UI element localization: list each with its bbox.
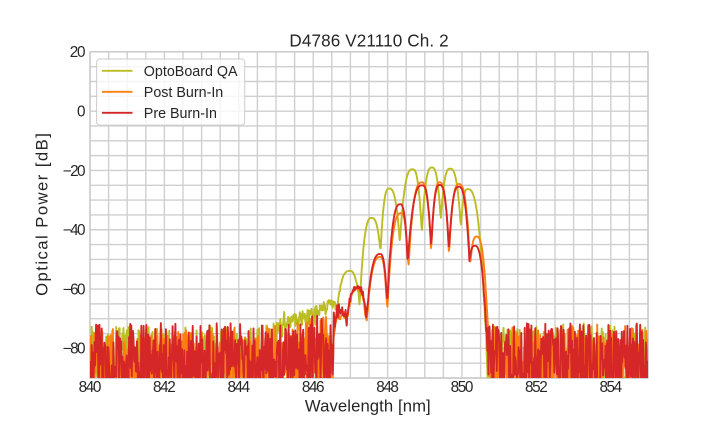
svg-text:854: 854	[599, 379, 622, 396]
svg-text:−40: −40	[63, 222, 86, 239]
svg-text:−20: −20	[63, 163, 86, 180]
svg-text:852: 852	[525, 379, 548, 396]
svg-text:846: 846	[302, 379, 325, 396]
svg-text:844: 844	[227, 379, 250, 396]
svg-text:20: 20	[70, 44, 86, 61]
svg-text:−80: −80	[63, 341, 86, 358]
svg-text:0: 0	[77, 104, 86, 121]
svg-text:842: 842	[153, 379, 176, 396]
svg-text:Wavelength [nm]: Wavelength [nm]	[305, 396, 431, 415]
svg-text:840: 840	[79, 379, 102, 396]
svg-text:Post Burn-In: Post Burn-In	[144, 85, 224, 101]
svg-text:−60: −60	[63, 281, 86, 298]
svg-text:Pre Burn-In: Pre Burn-In	[144, 106, 217, 122]
svg-text:Optical Power [dB]: Optical Power [dB]	[33, 133, 52, 296]
svg-text:850: 850	[451, 379, 474, 396]
svg-text:D4786 V21110 Ch. 2: D4786 V21110 Ch. 2	[289, 31, 448, 50]
svg-text:OptoBoard QA: OptoBoard QA	[144, 64, 238, 80]
svg-text:848: 848	[376, 379, 399, 396]
